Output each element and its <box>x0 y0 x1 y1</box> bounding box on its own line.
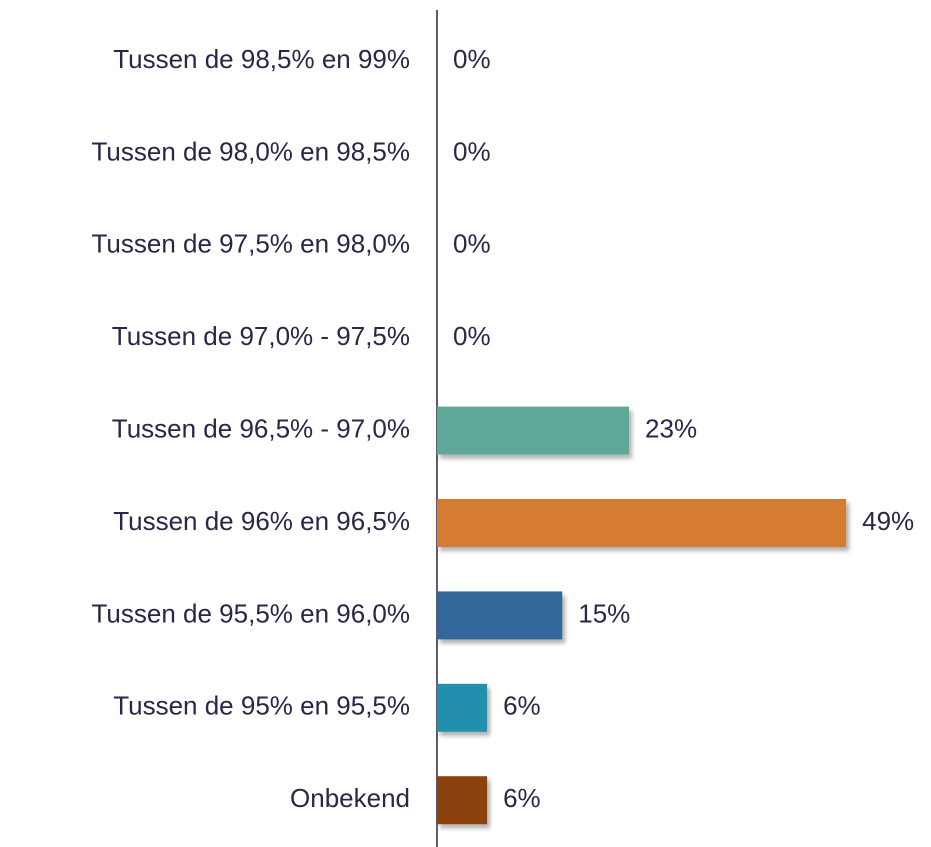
bar <box>437 406 630 455</box>
value-label: 0% <box>453 44 491 74</box>
category-label: Onbekend <box>290 783 410 813</box>
value-label: 15% <box>578 598 630 628</box>
value-label: 0% <box>453 229 491 259</box>
category-label: Tussen de 96% en 96,5% <box>113 506 410 536</box>
value-label: 49% <box>862 506 914 536</box>
bar <box>437 499 847 547</box>
category-label: Tussen de 98,5% en 99% <box>113 44 410 74</box>
category-label: Tussen de 95,5% en 96,0% <box>92 598 410 628</box>
bar <box>437 591 563 640</box>
category-label: Tussen de 97,0% - 97,5% <box>112 321 410 351</box>
value-label: 6% <box>503 691 541 721</box>
bar <box>437 683 488 732</box>
bar <box>437 776 488 825</box>
value-label: 6% <box>503 783 541 813</box>
category-label: Tussen de 95% en 95,5% <box>113 691 410 721</box>
category-label: Tussen de 97,5% en 98,0% <box>92 229 410 259</box>
value-label: 0% <box>453 321 491 351</box>
category-label: Tussen de 98,0% en 98,5% <box>92 136 410 166</box>
value-label: 23% <box>645 413 697 443</box>
value-label: 0% <box>453 136 491 166</box>
category-label: Tussen de 96,5% - 97,0% <box>112 413 410 443</box>
